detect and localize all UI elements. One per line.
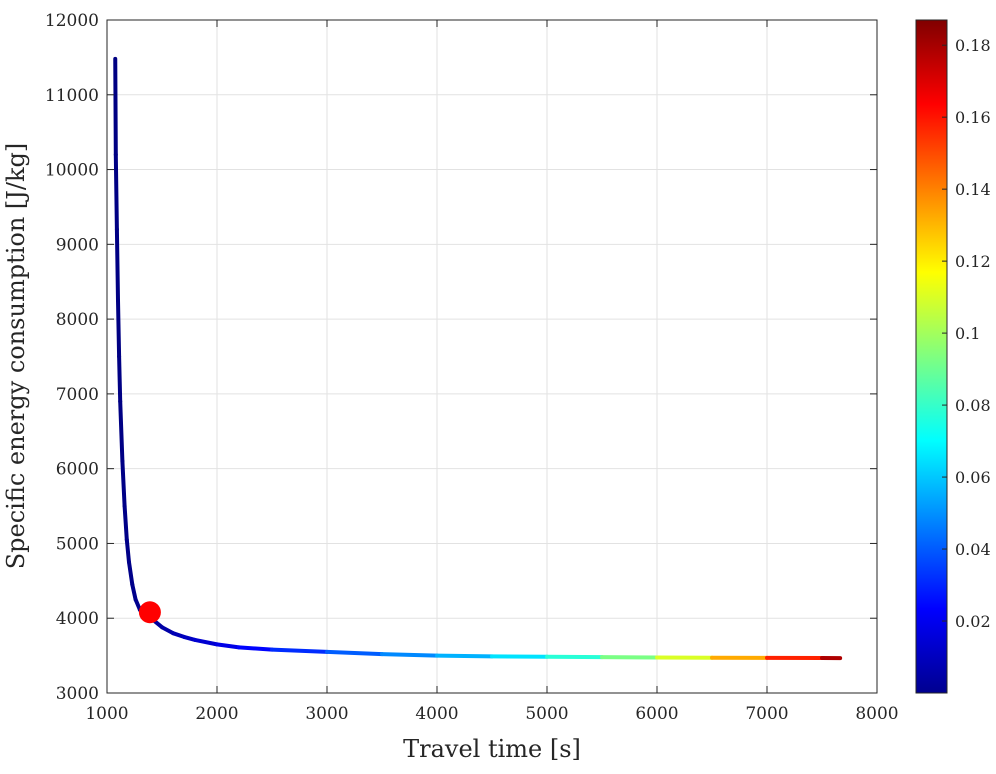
series-segment [122,504,129,542]
series-segment [130,582,138,602]
plot-frame [106,19,878,694]
series-segment [193,637,219,647]
x-tick-label: 5000 [525,704,568,724]
series-segment [118,399,125,464]
plot-area [107,20,877,693]
x-tick-label: 1000 [85,704,128,724]
series-segment [114,227,120,303]
series-segment [215,642,241,650]
colorbar-tick-label: 0.14 [955,180,991,199]
y-tick-label: 9000 [56,235,99,255]
y-tick-label: 4000 [56,609,99,629]
x-tick-label: 4000 [415,704,458,724]
series-segment [120,459,127,509]
y-axis: 3000 4000 5000 6000 7000 8000 9000 10000 11000 12… [45,11,877,704]
colorbar-tick-label: 0.12 [955,252,991,271]
y-axis-label: Specific energy consumption [J/kg] [2,143,30,570]
y-tick-label: 12000 [45,11,99,31]
x-tick-label: 8000 [855,704,898,724]
series-segment [113,152,119,232]
y-tick-label: 11000 [45,86,99,106]
series-segment [325,649,384,657]
y-tick-label: 7000 [56,385,99,405]
series-segment [124,537,131,565]
colorbar-tick-label: 0.16 [955,108,991,127]
x-tick-label: 6000 [635,704,678,724]
colorbar-tick-label: 0.06 [955,468,991,487]
colorbar-ticks: 0.02 0.04 0.06 0.08 0.1 0.12 0.14 0.16 0.18 [942,36,991,631]
series-segment [435,653,494,659]
colorbar-tick-label: 0.02 [955,612,991,631]
y-tick-label: 8000 [56,310,99,330]
series-segment [113,56,118,157]
y-tick-label: 5000 [56,534,99,554]
y-tick-label: 10000 [45,161,99,181]
selected-point-marker [138,601,161,624]
x-tick-label: 7000 [745,704,788,724]
series-segment [160,625,175,636]
colorbar-tick-label: 0.1 [955,324,980,343]
series-segment [127,560,135,587]
colorbar [915,19,948,694]
colorbar-tick-label: 0.04 [955,540,991,559]
series-segment [270,647,329,654]
x-tick-label: 2000 [195,704,238,724]
y-tick-label: 6000 [56,460,99,480]
colorbar-tick-label: 0.08 [955,396,991,415]
x-axis: 1000 2000 3000 4000 5000 6000 7000 8000 [85,20,899,724]
colorbar-tick-label: 0.18 [955,36,991,55]
x-tick-label: 3000 [305,704,348,724]
series-segment [380,652,439,658]
series-segment [237,645,274,652]
x-axis-label: Travel time [s] [403,735,581,763]
series-segment [117,354,123,404]
series-line [113,56,843,661]
y-tick-label: 3000 [56,684,99,704]
series-segment [116,298,122,359]
